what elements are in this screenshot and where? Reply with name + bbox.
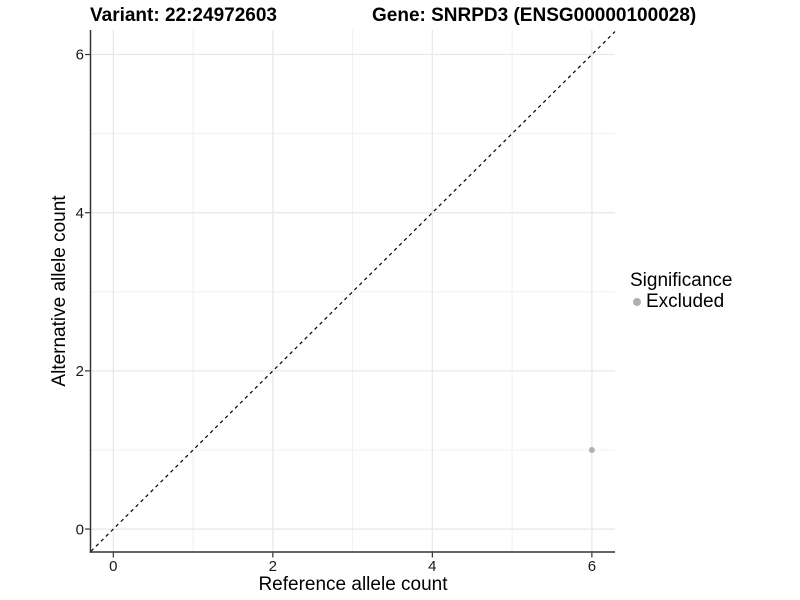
legend-item-label: Excluded [646, 290, 725, 312]
legend-title: Significance [630, 270, 733, 291]
x-tick-label: 0 [109, 558, 117, 575]
legend: Significance Excluded [630, 271, 732, 312]
data-point [588, 446, 595, 453]
x-tick-label: 4 [428, 558, 436, 575]
x-axis-title: Reference allele count [258, 574, 448, 595]
y-tick-label: 0 [76, 521, 84, 538]
plot-title-variant: Variant: 22:24972603 [90, 5, 277, 26]
x-tick-label: 2 [269, 558, 277, 575]
y-tick-label: 6 [76, 47, 84, 64]
excluded-point-icon [633, 297, 641, 306]
x-tick-label: 6 [588, 558, 596, 575]
y-tick-label: 2 [76, 363, 84, 380]
y-tick-label: 4 [76, 205, 84, 222]
legend-item-excluded: Excluded [633, 290, 732, 312]
plot-title-gene: Gene: SNRPD3 (ENSG00000100028) [372, 5, 697, 26]
